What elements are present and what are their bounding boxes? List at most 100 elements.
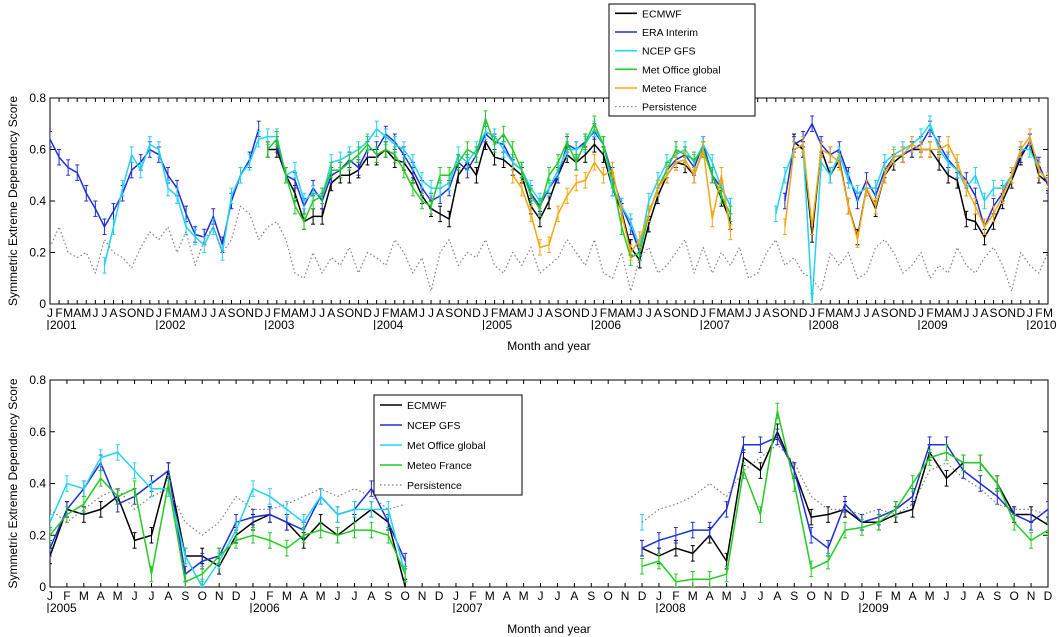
x-tick-month-label: M <box>519 589 529 603</box>
x-tick-month-label: A <box>706 589 714 603</box>
y-tick-label: 0.2 <box>29 528 46 542</box>
x-tick-month-label: M <box>282 589 292 603</box>
x-year-label: 2006 <box>594 318 621 332</box>
x-tick-month-label: J <box>310 306 316 320</box>
x-tick-month-label: F <box>55 306 62 320</box>
x-tick-month-label: J <box>47 589 53 603</box>
x-tick-month-label: N <box>418 589 427 603</box>
legend-entry: Persistence <box>407 480 462 492</box>
x-tick-month-label: A <box>164 589 172 603</box>
x-tick-month-label: F <box>63 589 70 603</box>
x-tick-month-label: N <box>790 306 799 320</box>
x-tick-month-label: M <box>825 306 835 320</box>
x-tick-month-label: J <box>201 306 207 320</box>
x-tick-month-label: M <box>722 589 732 603</box>
x-year-label: 2006 <box>253 601 280 615</box>
x-tick-month-label: J <box>854 306 860 320</box>
x-tick-month-label: O <box>198 589 207 603</box>
x-tick-month-label: S <box>990 306 998 320</box>
x-tick-month-label: S <box>993 589 1001 603</box>
x-tick-month-label: O <box>236 306 245 320</box>
x-tick-month-label: M <box>716 306 726 320</box>
series-met-office-global <box>50 444 645 587</box>
x-tick-month-label: A <box>773 589 781 603</box>
x-tick-month-label: N <box>1007 306 1016 320</box>
x-tick-month-label: J <box>646 306 652 320</box>
chart-legend: ECMWF ERA Interim NCEP GFS Met Office globa… <box>608 3 756 117</box>
x-tick-month-label: M <box>408 306 418 320</box>
x-year-label: 2008 <box>659 601 686 615</box>
x-tick-month-label: J <box>210 306 216 320</box>
chart-panel-1: 00.20.40.60.8J F M A M J J A S O N D J F M A M J J A S O N D J F M… <box>6 3 1057 353</box>
x-tick-month-label: A <box>367 589 375 603</box>
x-tick-month-label: M <box>172 306 182 320</box>
x-tick-month-label: F <box>672 589 679 603</box>
legend-entry: NCEP GFS <box>407 420 460 432</box>
x-tick-month-label: N <box>824 589 833 603</box>
x-tick-month-label: O <box>1009 589 1018 603</box>
series-line <box>641 410 1048 583</box>
x-tick-month-label: O <box>127 306 136 320</box>
x-year-label: 2007 <box>456 601 483 615</box>
x-tick-month-label: D <box>799 306 808 320</box>
legend-entry: Persistence <box>642 102 697 114</box>
x-tick-month-label: O <box>345 306 354 320</box>
x-tick-month-label: J <box>944 589 950 603</box>
x-tick-month-label: M <box>517 306 527 320</box>
x-tick-month-label: J <box>591 306 597 320</box>
series-ncep-gfs <box>50 428 1048 583</box>
x-year-label: 2005 <box>485 318 512 332</box>
x-tick-month-label: A <box>110 306 118 320</box>
x-tick-month-label: J <box>528 306 534 320</box>
x-tick-month-label: M <box>316 589 326 603</box>
x-tick-month-label: N <box>572 306 581 320</box>
x-tick-month-label: A <box>763 306 771 320</box>
series-ncep-gfs <box>102 115 1048 304</box>
x-tick-month-label: M <box>79 589 89 603</box>
x-tick-month-label: O <box>998 306 1007 320</box>
x-tick-month-label: J <box>864 306 870 320</box>
x-tick-month-label: M <box>281 306 291 320</box>
x-tick-month-label: J <box>92 306 98 320</box>
x-year-label: 2005 <box>50 601 77 615</box>
y-tick-label: 0 <box>39 580 46 594</box>
x-tick-month-label: A <box>570 589 578 603</box>
x-tick-month-label: F <box>709 306 716 320</box>
x-tick-month-label: D <box>145 306 154 320</box>
x-tick-month-label: J <box>453 589 459 603</box>
chart-panel-2: 00.20.40.60.8J F M A M J J A S O N D J F M A M J J A S O N D J F M… <box>6 373 1053 636</box>
x-tick-month-label: J <box>757 589 763 603</box>
x-tick-month-label: O <box>562 306 571 320</box>
x-tick-month-label: M <box>688 589 698 603</box>
x-tick-month-label: A <box>503 589 511 603</box>
x-tick-month-label: S <box>663 306 671 320</box>
x-tick-month-label: J <box>972 306 978 320</box>
x-tick-month-label: A <box>327 306 335 320</box>
x-tick-month-label: M <box>485 589 495 603</box>
series-line <box>50 451 406 587</box>
series-line <box>784 135 1048 241</box>
x-tick-month-label: A <box>654 306 662 320</box>
x-tick-month-label: M <box>81 306 91 320</box>
x-tick-month-label: J <box>656 589 662 603</box>
x-tick-month-label: J <box>482 306 488 320</box>
x-tick-month-label: A <box>73 306 81 320</box>
series-line <box>50 488 406 536</box>
series-line <box>50 128 260 246</box>
x-tick-month-label: F <box>469 589 476 603</box>
y-tick-label: 0.6 <box>29 425 46 439</box>
x-tick-month-label: N <box>621 589 630 603</box>
x-tick-month-label: A <box>436 306 444 320</box>
x-tick-month-label: J <box>419 306 425 320</box>
x-tick-month-label: O <box>807 589 816 603</box>
y-tick-label: 0.8 <box>29 373 46 387</box>
x-tick-month-label: D <box>638 589 647 603</box>
x-tick-month-label: A <box>509 306 517 320</box>
x-tick-month-label: A <box>835 306 843 320</box>
x-tick-month-label: S <box>554 306 562 320</box>
x-tick-month-label: F <box>926 306 933 320</box>
x-tick-month-label: M <box>934 306 944 320</box>
series-line <box>267 141 732 261</box>
x-tick-month-label: M <box>843 306 853 320</box>
x-tick-month-label: J <box>374 306 380 320</box>
